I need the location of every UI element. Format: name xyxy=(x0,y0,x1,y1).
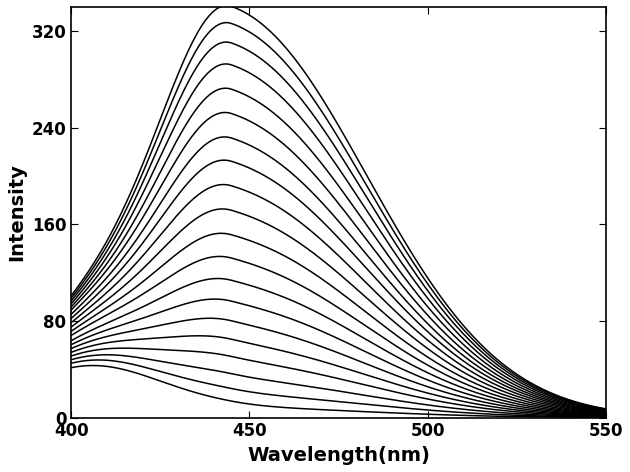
X-axis label: Wavelength(nm): Wavelength(nm) xyxy=(247,446,430,465)
Y-axis label: Intensity: Intensity xyxy=(7,163,26,261)
